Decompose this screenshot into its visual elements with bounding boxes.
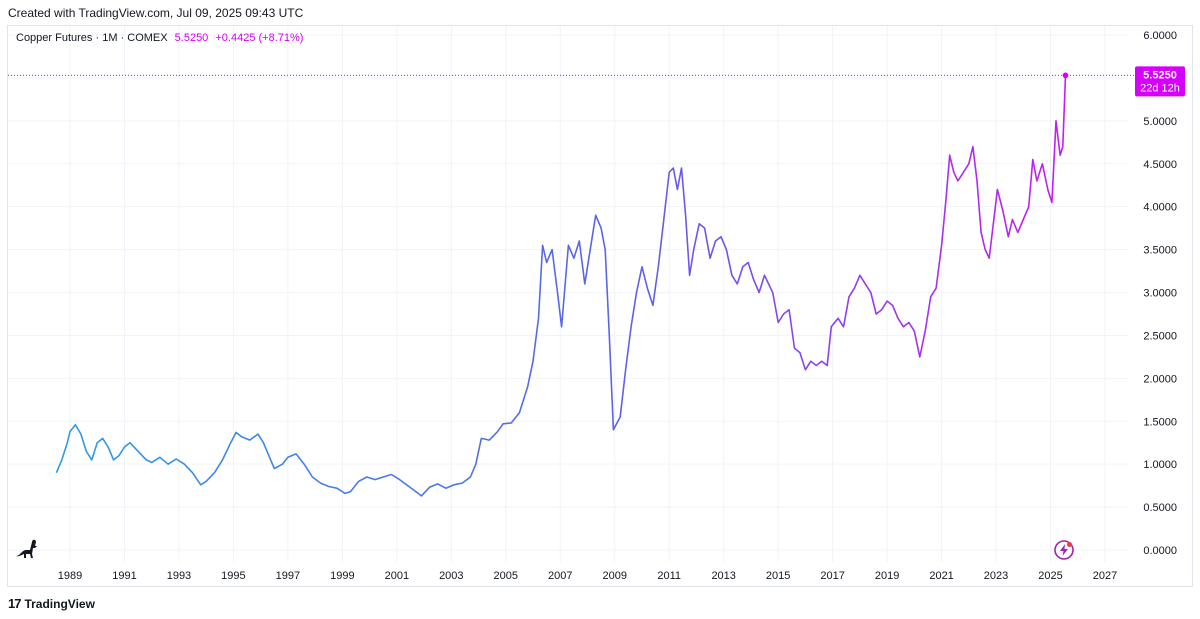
x-tick-label: 2027 [1093, 570, 1117, 582]
x-tick-label: 2015 [766, 570, 790, 582]
x-tick-label: 2007 [548, 570, 572, 582]
y-tick-label: 3.0000 [1143, 288, 1177, 300]
x-tick-label: 1997 [276, 570, 300, 582]
x-tick-label: 2011 [657, 570, 681, 582]
tradingview-logo-icon: 17 [8, 596, 22, 611]
y-tick-label: 0.0000 [1143, 545, 1177, 557]
x-tick-label: 2001 [385, 570, 409, 582]
x-tick-label: 2023 [984, 570, 1008, 582]
y-tick-label: 1.5000 [1143, 416, 1177, 428]
x-tick-label: 2019 [875, 570, 899, 582]
x-tick-label: 2017 [820, 570, 844, 582]
y-tick-label: 5.0000 [1143, 116, 1177, 128]
last-price-tag: 5.5250 22d 12h [1135, 66, 1185, 97]
y-tick-label: 4.5000 [1143, 159, 1177, 171]
last-price-dot [1062, 72, 1069, 79]
chart-legend: Copper Futures · 1M · COMEX 5.5250 +0.44… [16, 32, 303, 44]
y-tick-label: 4.0000 [1143, 202, 1177, 214]
chart-frame [7, 25, 1193, 587]
legend-change: +0.4425 (+8.71%) [215, 32, 304, 44]
y-tick-label: 2.5000 [1143, 330, 1177, 342]
x-tick-label: 1993 [167, 570, 191, 582]
y-tick-label: 1.0000 [1143, 459, 1177, 471]
y-tick-label: 6.0000 [1143, 30, 1177, 42]
x-tick-label: 1995 [221, 570, 245, 582]
x-tick-label: 2009 [602, 570, 626, 582]
time-axis: 1989 1991 1993 1995 1997 1999 2001 2003 2005 2007… [58, 570, 1117, 582]
y-tick-label: 0.5000 [1143, 502, 1177, 514]
tradingview-footer[interactable]: 17 TradingView [8, 596, 95, 611]
dino-icon[interactable] [14, 536, 40, 560]
chart-grid [8, 26, 1128, 562]
x-tick-label: 2003 [439, 570, 463, 582]
legend-price: 5.5250 [174, 32, 209, 44]
x-tick-label: 1989 [58, 570, 82, 582]
created-with-header: Created with TradingView.com, Jul 09, 20… [8, 6, 304, 20]
x-tick-label: 1999 [330, 570, 354, 582]
y-tick-label: 3.5000 [1143, 245, 1177, 257]
price-tag-countdown: 22d 12h [1140, 82, 1180, 94]
x-tick-label: 2005 [494, 570, 518, 582]
x-tick-label: 2025 [1038, 570, 1062, 582]
legend-symbol: Copper Futures · 1M · COMEX [16, 32, 168, 44]
x-tick-label: 2021 [929, 570, 953, 582]
price-axis: 6.00005.50005.00004.50004.00003.50003.00… [1143, 30, 1177, 557]
price-series-line [55, 75, 1067, 497]
x-tick-label: 1991 [112, 570, 136, 582]
y-tick-label: 2.0000 [1143, 373, 1177, 385]
x-tick-label: 2013 [711, 570, 735, 582]
price-tag-value: 5.5250 [1143, 69, 1177, 81]
flash-icon[interactable] [1053, 539, 1075, 561]
tradingview-brand: TradingView [24, 596, 95, 611]
